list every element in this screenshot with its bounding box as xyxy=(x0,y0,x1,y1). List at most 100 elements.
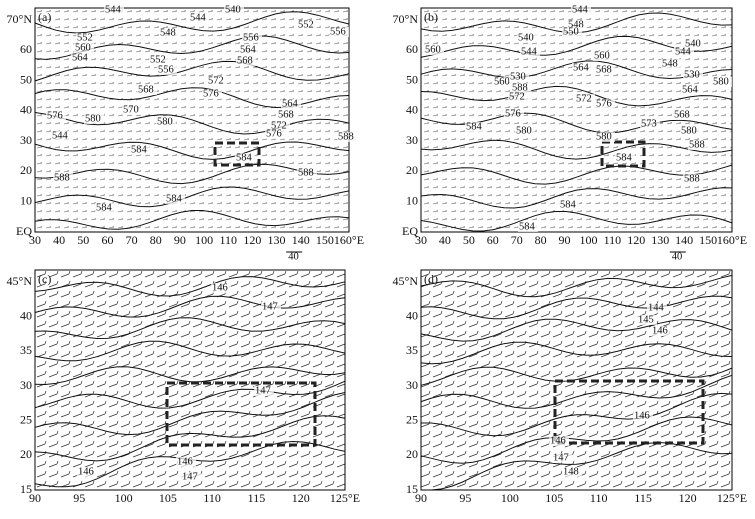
contour-label-bg xyxy=(595,99,615,109)
contour-label: 564 xyxy=(573,62,590,73)
contour-label: 544 xyxy=(52,130,69,141)
contour-label-bg xyxy=(595,65,615,75)
y-tick-label: 30 xyxy=(406,378,418,392)
x-tick-label: 105 xyxy=(545,491,563,505)
contour-label: 560 xyxy=(425,44,441,55)
contour-line xyxy=(34,163,350,185)
contour-line xyxy=(420,374,733,409)
contour-label-bg xyxy=(552,453,572,463)
contour-label-bg xyxy=(517,33,537,43)
x-tick-label: 30 xyxy=(29,233,41,247)
contour-line xyxy=(421,392,733,437)
contour-line xyxy=(420,295,733,320)
contour-label: 576 xyxy=(266,128,282,139)
contour-label-bg xyxy=(681,85,701,95)
contour-label-bg xyxy=(157,65,177,75)
contour-label: 530 xyxy=(684,69,700,80)
contour-line xyxy=(420,139,733,160)
y-tick-label: 30 xyxy=(406,133,418,147)
contour-label: 560 xyxy=(75,42,91,53)
contour-label: 584 xyxy=(519,221,536,232)
contour-line xyxy=(421,441,733,491)
contour-label: 580 xyxy=(713,76,729,87)
contour-label-bg xyxy=(261,302,281,312)
region-box xyxy=(213,141,261,167)
contour-label-bg xyxy=(130,145,150,155)
x-tick-label: 140 xyxy=(292,233,310,247)
contour-line xyxy=(420,274,733,298)
contour-line xyxy=(34,295,346,318)
contour-label: 576 xyxy=(505,108,521,119)
contour-label-bg xyxy=(683,174,703,184)
contour-label-bg xyxy=(71,53,91,63)
contour-label-bg xyxy=(562,27,582,37)
contour-label-bg xyxy=(684,39,704,49)
contour-label: 548 xyxy=(160,27,176,38)
contour-label: 570 xyxy=(123,104,139,115)
region-box xyxy=(600,140,646,168)
region-box xyxy=(165,381,317,447)
y-tick-label: 15 xyxy=(20,482,32,496)
x-tick-label: 90 xyxy=(559,233,571,247)
contour-label: 576 xyxy=(47,110,63,121)
x-tick-label: 40 xyxy=(439,233,451,247)
contour-label-bg xyxy=(46,111,66,121)
contour-label: 556 xyxy=(158,64,174,75)
contour-label: 588 xyxy=(298,167,314,178)
contour-label-bg xyxy=(76,33,96,43)
x-tick-label: 115 xyxy=(634,491,652,505)
contour-label: 147 xyxy=(262,301,278,312)
x-tick-label: 125°E xyxy=(330,491,360,505)
contour-line xyxy=(34,276,346,297)
x-tick-label: 80 xyxy=(535,233,547,247)
contour-label: 146 xyxy=(78,466,94,477)
contour-label-bg xyxy=(673,110,693,120)
panel-label: (c) xyxy=(38,272,51,286)
contour-label: 544 xyxy=(105,4,122,15)
x-tick-label: 100 xyxy=(579,233,597,247)
contour-label-bg xyxy=(235,153,255,163)
contour-label-bg xyxy=(651,326,671,336)
x-tick-label: 130 xyxy=(268,233,286,247)
contour-label: 544 xyxy=(675,46,692,57)
contour-label-bg xyxy=(239,45,259,55)
contour-label-bg xyxy=(181,472,201,482)
contour-line xyxy=(34,380,346,409)
contour-label: 148 xyxy=(563,466,579,477)
y-tick-label: 40 xyxy=(406,308,418,322)
contour-label-bg xyxy=(270,121,290,131)
y-tick-label: 10 xyxy=(20,193,32,207)
contour-label-bg xyxy=(202,89,222,99)
panel-label: (a) xyxy=(38,10,51,24)
scale-label: 40 xyxy=(672,251,683,262)
x-tick-label: 110 xyxy=(604,233,622,247)
contour-label-bg xyxy=(207,76,227,86)
contour-label-bg xyxy=(593,51,613,61)
x-tick-label: 150 xyxy=(316,233,334,247)
contour-line xyxy=(34,60,350,82)
contour-label: 580 xyxy=(681,125,697,136)
contour-line xyxy=(420,60,733,80)
contour-label-bg xyxy=(520,47,540,57)
x-tick-label: 105 xyxy=(159,491,177,505)
y-tick-label: 10 xyxy=(406,193,418,207)
contour-label-bg xyxy=(122,105,142,115)
y-tick-label: 45°N xyxy=(7,274,33,288)
contour-label: 584 xyxy=(466,121,483,132)
x-tick-label: 100 xyxy=(115,491,133,505)
contour-label-bg xyxy=(159,28,179,38)
x-tick-label: 140 xyxy=(675,233,693,247)
x-tick-label: 120 xyxy=(243,233,261,247)
contour-label: 147 xyxy=(553,452,569,463)
contour-label: 147 xyxy=(255,385,271,396)
y-tick-label: 20 xyxy=(20,163,32,177)
contour-label-bg xyxy=(254,386,274,396)
contour-line xyxy=(420,164,733,185)
contour-line xyxy=(34,186,350,208)
contour-label: 572 xyxy=(208,75,224,86)
contour-label-bg xyxy=(615,153,635,163)
y-tick-label: 60 xyxy=(406,42,418,56)
panel-label: (b) xyxy=(424,10,438,24)
y-tick-label: 50 xyxy=(406,72,418,86)
